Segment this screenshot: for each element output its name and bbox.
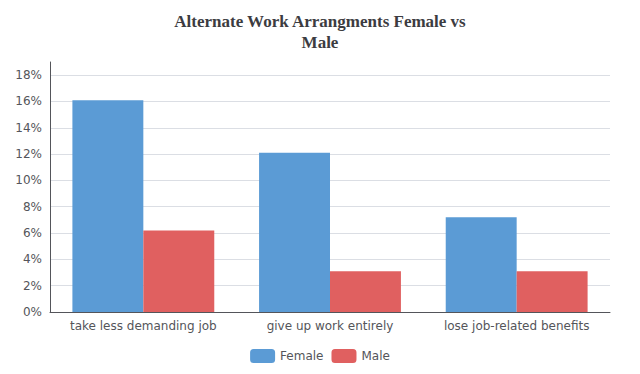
svg-text:14%: 14% [15,121,42,135]
svg-text:0%: 0% [23,305,42,319]
svg-text:give up work entirely: give up work entirely [267,319,394,333]
svg-text:12%: 12% [15,147,42,161]
svg-text:16%: 16% [15,94,42,108]
svg-text:8%: 8% [23,200,42,214]
svg-text:Male: Male [302,33,339,52]
svg-text:Female: Female [280,349,323,363]
svg-text:18%: 18% [15,68,42,82]
svg-text:6%: 6% [23,226,42,240]
svg-text:take less demanding job: take less demanding job [70,319,217,333]
svg-text:Male: Male [361,349,389,363]
svg-text:Alternate Work Arrangments Fem: Alternate Work Arrangments Female vs [174,12,466,31]
svg-text:10%: 10% [15,173,42,187]
svg-text:lose job-related benefits: lose job-related benefits [444,319,590,333]
svg-text:4%: 4% [23,252,42,266]
svg-text:2%: 2% [23,279,42,293]
